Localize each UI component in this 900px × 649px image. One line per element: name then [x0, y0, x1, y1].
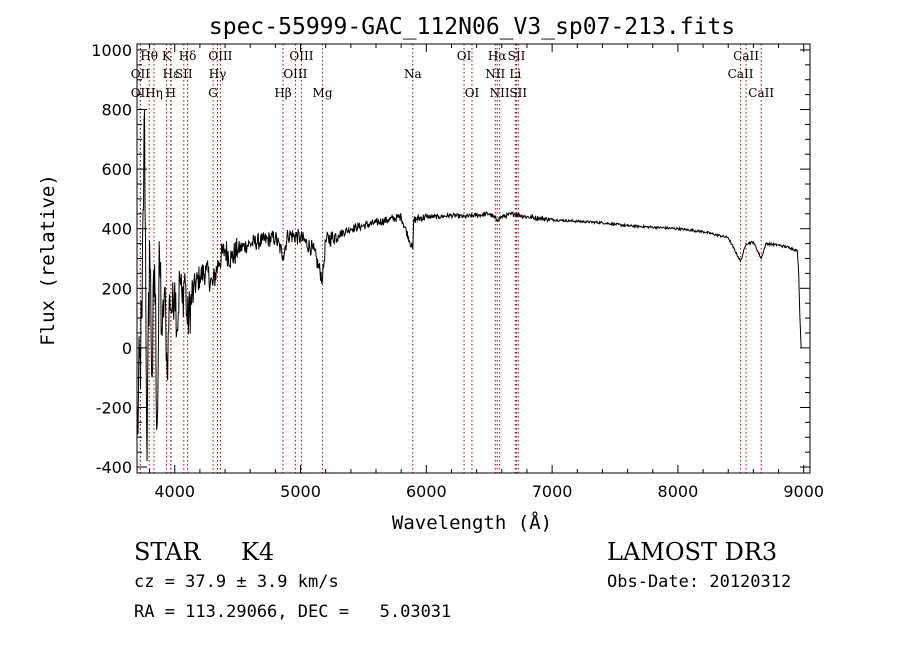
spectral-line-label: Hε [163, 67, 180, 81]
spectral-line-label: Li [509, 67, 521, 81]
y-axis-ticks: -400 -200 0 200 400 600 800 1000 [91, 41, 810, 477]
spectral-subclass: K4 [241, 538, 275, 566]
spectral-line-label: SII [509, 86, 527, 100]
spectral-line-label: CaII [748, 86, 774, 100]
x-tick-label: 9000 [783, 482, 824, 501]
survey-name: LAMOST DR3 [607, 538, 778, 566]
y-tick-label: -200 [96, 398, 132, 417]
coordinates: RA = 113.29066, DEC = 5.03031 [134, 602, 452, 622]
y-axis-label: Flux (relative) [37, 174, 59, 346]
y-tick-label: 0 [122, 339, 132, 358]
spectral-line-label: OI [457, 49, 472, 63]
x-tick-label: 4000 [154, 482, 195, 501]
plot-frame [136, 43, 811, 474]
spectral-line-label: OIII [208, 49, 232, 63]
spectral-line-label: Hθ [140, 49, 158, 63]
spectral-line-label: OII [131, 67, 151, 81]
x-tick-label: 5000 [280, 482, 321, 501]
spectral-line-label: OIII [289, 49, 313, 63]
spectral-line-label: NII [490, 86, 510, 100]
spectral-line-label: CaII [728, 67, 754, 81]
spectral-line-label: Mg [313, 86, 333, 100]
spectrum-line [136, 109, 802, 462]
spectral-line-label: Na [404, 67, 422, 81]
object-type: STAR [134, 538, 201, 566]
x-axis-ticks: 4000 5000 6000 7000 8000 9000 [149, 44, 824, 501]
observation-date: Obs-Date: 20120312 [607, 572, 792, 592]
spectral-line-label: G [208, 86, 218, 100]
chart-title: spec-55999-GAC_112N06_V3_sp07-213.fits [209, 14, 735, 40]
y-tick-label: 400 [101, 220, 132, 239]
spectral-line-label: CaII [733, 49, 759, 63]
x-tick-label: 8000 [658, 482, 699, 501]
spectral-line-label: SII [508, 49, 526, 63]
x-tick-label: 6000 [406, 482, 447, 501]
spectral-line-label: OIII [283, 67, 307, 81]
spectral-line-label: Hβ [274, 86, 291, 100]
spectral-line-label: NII [485, 67, 505, 81]
y-tick-label: -400 [96, 458, 132, 477]
y-tick-label: 200 [101, 279, 132, 298]
y-tick-label: 1000 [91, 41, 132, 60]
spectrum-series [136, 109, 802, 462]
x-tick-label: 7000 [532, 482, 573, 501]
y-tick-label: 800 [101, 101, 132, 120]
y-tick-label: 600 [101, 160, 132, 179]
spectral-line-label: SII [175, 67, 193, 81]
spectral-line-label: OI [465, 86, 480, 100]
spectral-line-label: Hδ [179, 49, 197, 63]
spectral-line-markers [139, 44, 762, 473]
spectral-line-label: Hη [145, 86, 163, 100]
spectral-line-label: Hα [488, 49, 507, 63]
x-axis-label: Wavelength (Å) [392, 511, 552, 534]
spectral-line-label: H [165, 86, 175, 100]
redshift-velocity: cz = 37.9 ± 3.9 km/s [134, 572, 339, 592]
spectral-line-label: K [162, 49, 172, 63]
spectral-line-label: OII [131, 86, 151, 100]
spectral-line-label: Hγ [209, 67, 227, 81]
